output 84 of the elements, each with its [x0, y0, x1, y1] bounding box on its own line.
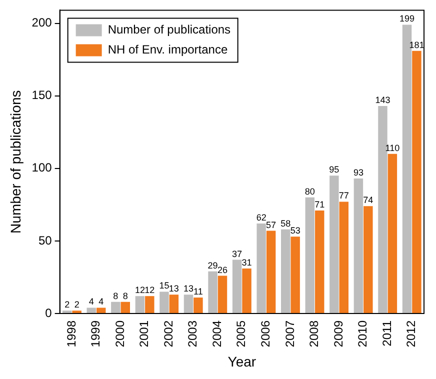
bar: [354, 178, 364, 314]
x-tick-label: 1999: [88, 320, 103, 348]
bar: [242, 268, 252, 314]
y-tick-label: 50: [38, 233, 52, 248]
data-label: 80: [304, 186, 315, 196]
bar: [314, 210, 324, 314]
data-label: 4: [98, 296, 104, 307]
data-label: 29: [208, 260, 218, 270]
bar: [232, 260, 242, 314]
x-tick-label: 2001: [137, 320, 152, 348]
bar: [218, 276, 228, 314]
bar: [208, 271, 218, 314]
bar: [169, 294, 179, 314]
bar: [160, 292, 169, 314]
x-tick-label: 2002: [161, 320, 176, 348]
x-tick-label: 2004: [210, 320, 224, 348]
bar: [72, 310, 82, 314]
bar: [266, 230, 276, 314]
x-tick-label: 2012: [404, 320, 418, 348]
data-label: 57: [266, 220, 276, 230]
x-tick-label: 2000: [112, 320, 127, 348]
x-tick-label: 2008: [307, 320, 322, 348]
bar: [330, 176, 339, 314]
x-tick-label: 2005: [234, 320, 248, 348]
data-label: 199: [399, 14, 415, 24]
data-label: 12: [134, 285, 145, 296]
bar: [378, 106, 388, 314]
bar: [194, 298, 203, 314]
data-label: 181: [409, 40, 424, 50]
data-label: 8: [113, 290, 118, 301]
bar: [111, 302, 120, 314]
x-axis-title: Year: [228, 353, 256, 370]
bar: [96, 308, 106, 314]
data-label: 143: [375, 94, 390, 105]
data-label: 11: [194, 286, 203, 297]
x-tick-label: 2003: [186, 320, 200, 348]
data-label: 62: [256, 212, 266, 223]
x-tick-label: 2011: [380, 320, 394, 346]
data-label: 13: [183, 284, 194, 294]
data-label: 2: [74, 300, 80, 310]
bar: [281, 229, 290, 314]
x-tick-label: 1998: [64, 320, 78, 348]
data-label: 37: [232, 248, 242, 259]
bar: [86, 308, 96, 314]
y-tick-label: 200: [32, 16, 52, 30]
x-tick-label: 2010: [356, 320, 370, 348]
y-tick-label: 150: [32, 88, 52, 102]
y-tick-label: 100: [32, 160, 52, 175]
bar: [256, 224, 266, 314]
data-label: 26: [217, 264, 228, 275]
data-label: 2: [64, 300, 70, 310]
y-axis-title: Number of publications: [7, 90, 24, 234]
data-label: 12: [144, 285, 155, 296]
bar: [412, 50, 422, 314]
bar: [135, 296, 145, 314]
data-label: 15: [159, 280, 170, 291]
x-tick-label: 2007: [282, 320, 297, 348]
bar: [62, 310, 72, 314]
bar: [145, 296, 154, 314]
bar: [402, 24, 412, 314]
data-label: 13: [168, 284, 179, 294]
x-tick-label: 2006: [258, 320, 272, 348]
bar: [339, 202, 348, 314]
bar: [184, 294, 194, 314]
data-label: 110: [385, 142, 400, 153]
data-label: 93: [353, 168, 364, 178]
legend-label: Number of publications: [108, 22, 231, 37]
data-label: 4: [88, 296, 94, 307]
bar: [388, 154, 398, 314]
x-tick-label: 2009: [331, 320, 346, 348]
data-label: 71: [314, 199, 325, 210]
bar: [364, 206, 373, 314]
bar: [120, 302, 130, 314]
y-tick-label: 0: [45, 306, 52, 320]
bar: [290, 236, 300, 314]
data-label: 77: [338, 190, 349, 201]
bar: [305, 197, 315, 314]
data-label: 31: [242, 258, 252, 268]
data-label: 8: [122, 290, 128, 301]
data-label: 58: [280, 218, 291, 228]
data-label: 95: [329, 164, 340, 175]
data-label: 74: [363, 195, 374, 206]
data-label: 53: [290, 226, 300, 236]
legend-label: NH of Env. importance: [108, 42, 228, 57]
